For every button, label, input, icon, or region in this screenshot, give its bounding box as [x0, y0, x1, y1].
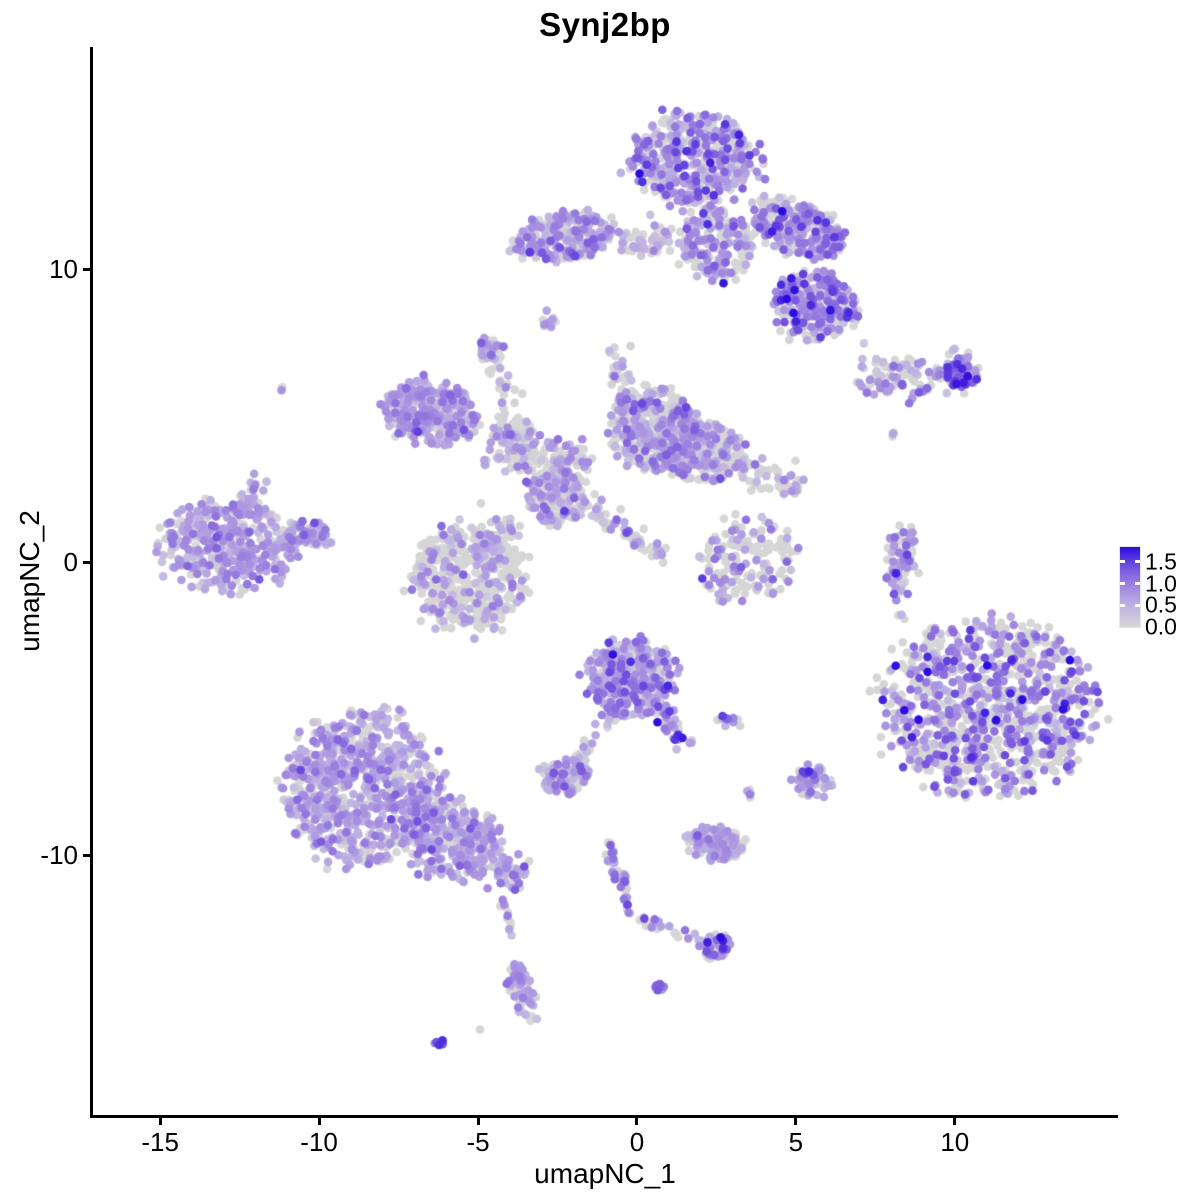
- plot-title: Synj2bp: [539, 6, 671, 43]
- x-tick-mark: [158, 1118, 162, 1125]
- x-tick-label: 0: [629, 1127, 645, 1157]
- y-tick-mark: [83, 268, 90, 272]
- y-tick-label: 10: [49, 253, 78, 284]
- legend-label: 0.5: [1145, 591, 1177, 618]
- x-tick-label: 5: [788, 1127, 804, 1157]
- y-axis-title: umapNC_2: [14, 510, 45, 652]
- legend-tick-mark: [1135, 560, 1140, 564]
- x-tick-label: 10: [940, 1127, 970, 1157]
- y-tick-label: -10: [40, 839, 78, 870]
- umap-scatter-canvas: [95, 47, 1115, 1115]
- x-tick-mark: [635, 1118, 639, 1125]
- x-axis-title: umapNC_1: [534, 1158, 676, 1189]
- x-tick-label: -5: [466, 1127, 490, 1157]
- x-tick-label: -10: [300, 1127, 338, 1157]
- x-tick-mark: [953, 1118, 957, 1125]
- legend-label: 1.5: [1145, 548, 1177, 575]
- x-tick-mark: [476, 1118, 480, 1125]
- legend-colorbar: [1119, 546, 1141, 628]
- y-tick-mark: [83, 854, 90, 858]
- x-tick-mark: [317, 1118, 321, 1125]
- x-tick-mark: [794, 1118, 798, 1125]
- y-tick-mark: [83, 561, 90, 565]
- legend-label: 1.0: [1145, 570, 1177, 597]
- y-axis-line: [90, 47, 93, 1118]
- legend-tick-mark: [1120, 582, 1125, 586]
- x-axis-line: [90, 1115, 1118, 1118]
- legend-tick-mark: [1120, 560, 1125, 564]
- legend-tick-mark: [1135, 582, 1140, 586]
- legend-label: 0.0: [1145, 613, 1177, 640]
- x-tick-label: -15: [141, 1127, 179, 1157]
- legend-tick-mark: [1135, 603, 1140, 607]
- y-tick-label: 0: [63, 546, 78, 577]
- legend-tick-mark: [1120, 603, 1125, 607]
